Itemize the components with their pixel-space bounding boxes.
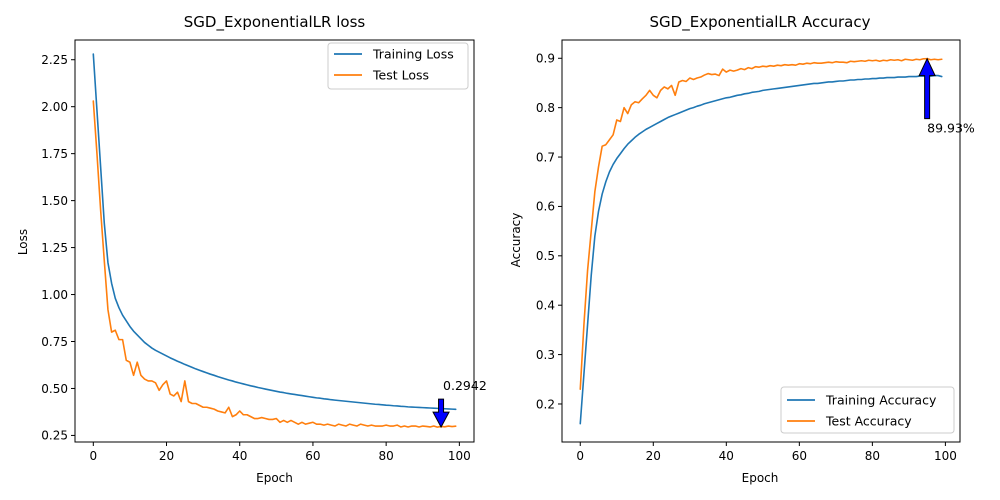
loss-min-annotation-text: 0.2942: [443, 378, 487, 393]
accuracy-y-tick-label: 0.6: [536, 200, 555, 214]
loss-x-tick-label: 40: [232, 449, 247, 463]
accuracy-chart-annotation: 89.93%: [918, 57, 975, 136]
accuracy-chart-xlabel: Epoch: [742, 471, 779, 485]
loss-legend-training-label: Training Loss: [372, 47, 454, 62]
loss-chart-series: [92, 53, 457, 428]
accuracy-x-tick-label: 40: [719, 449, 734, 463]
loss-y-tick-label: 1.25: [41, 241, 68, 255]
accuracy-x-tick-label: 20: [646, 449, 661, 463]
accuracy-y-tick-label: 0.4: [536, 299, 555, 313]
loss-x-tick-label: 60: [305, 449, 320, 463]
accuracy-series-training-accuracy: [579, 74, 943, 425]
accuracy-y-tick-label: 0.5: [536, 249, 555, 263]
accuracy-x-tick-label: 80: [865, 449, 880, 463]
accuracy-legend-box: [780, 386, 955, 434]
loss-x-tick-label: 20: [159, 449, 174, 463]
accuracy-chart-y-ticks: 0.2 0.3 0.4 0.5 0.6 0.7 0.8 0.9: [536, 52, 562, 411]
loss-y-tick-label: 0.50: [41, 382, 68, 396]
loss-y-tick-label: 0.75: [41, 335, 68, 349]
loss-chart-x-ticks: 0 20 40 60 80 100: [89, 442, 471, 463]
loss-min-arrow: [432, 398, 450, 429]
accuracy-x-tick-label: 100: [934, 449, 957, 463]
loss-chart-xlabel: Epoch: [256, 471, 293, 485]
accuracy-legend-test-label: Test Accuracy: [825, 414, 912, 429]
accuracy-chart-ylabel: Accuracy: [509, 213, 523, 268]
accuracy-chart: SGD_ExponentialLR Accuracy Epoch Accurac…: [509, 13, 975, 485]
loss-y-tick-label: 1.50: [41, 194, 68, 208]
loss-legend-test-label: Test Loss: [372, 68, 429, 83]
accuracy-chart-frame: [561, 39, 961, 443]
loss-y-tick-label: 1.75: [41, 147, 68, 161]
loss-chart-ylabel: Loss: [16, 229, 30, 255]
loss-y-tick-label: 0.25: [41, 429, 68, 443]
accuracy-y-tick-label: 0.8: [536, 101, 555, 115]
accuracy-y-tick-label: 0.3: [536, 348, 555, 362]
loss-chart-annotation: 0.2942: [432, 378, 487, 429]
accuracy-chart-series: [579, 57, 943, 425]
accuracy-max-arrow: [918, 57, 936, 120]
loss-x-tick-label: 80: [379, 449, 394, 463]
loss-y-tick-label: 2.25: [41, 53, 68, 67]
accuracy-x-tick-label: 0: [576, 449, 584, 463]
loss-chart-legend: Training Loss Test Loss: [327, 42, 469, 90]
accuracy-chart-title: SGD_ExponentialLR Accuracy: [650, 13, 871, 32]
loss-y-tick-label: 1.00: [41, 288, 68, 302]
loss-x-tick-label: 0: [89, 449, 97, 463]
accuracy-chart-legend: Training Accuracy Test Accuracy: [780, 386, 955, 434]
accuracy-legend-training-label: Training Accuracy: [825, 393, 937, 408]
accuracy-y-tick-label: 0.2: [536, 397, 555, 411]
accuracy-y-tick-label: 0.7: [536, 150, 555, 164]
accuracy-max-annotation-text: 89.93%: [927, 121, 975, 136]
accuracy-chart-x-ticks: 0 20 40 60 80 100: [576, 442, 957, 463]
loss-chart-frame: [74, 39, 475, 443]
loss-series-test-loss: [92, 100, 457, 428]
loss-series-training-loss: [92, 53, 457, 411]
accuracy-x-tick-label: 60: [792, 449, 807, 463]
loss-x-tick-label: 100: [448, 449, 471, 463]
loss-chart-y-ticks: 0.25 0.50 0.75 1.00 1.25 1.50 1.75 2.00 2.25: [41, 53, 75, 443]
loss-legend-box: [327, 42, 469, 90]
accuracy-series-test-accuracy: [579, 57, 943, 390]
loss-y-tick-label: 2.00: [41, 100, 68, 114]
loss-chart: SGD_ExponentialLR loss Epoch Loss 0 20 40 6…: [16, 13, 487, 485]
loss-chart-title: SGD_ExponentialLR loss: [184, 13, 366, 32]
accuracy-y-tick-label: 0.9: [536, 52, 555, 66]
